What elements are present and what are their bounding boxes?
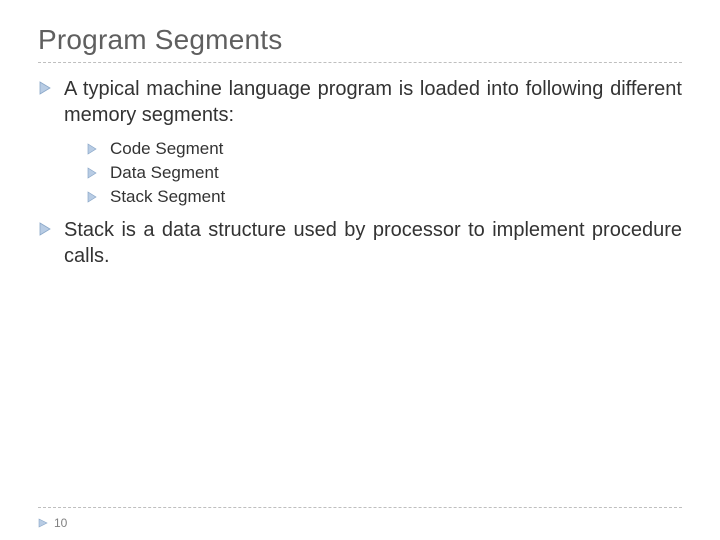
list-item: Data Segment <box>86 162 682 184</box>
bullet-text: Stack is a data structure used by proces… <box>64 218 682 269</box>
bullet-text: A typical machine language program is lo… <box>64 77 682 128</box>
sub-list: Code Segment Data Segment <box>64 138 682 208</box>
bullet-text: Code Segment <box>110 138 682 160</box>
slide-title: Program Segments <box>38 24 682 56</box>
bullet-list: A typical machine language program is lo… <box>38 77 682 270</box>
bullet-text: Stack Segment <box>110 186 682 208</box>
play-icon <box>86 188 102 206</box>
list-item: A typical machine language program is lo… <box>38 77 682 208</box>
play-icon <box>86 140 102 158</box>
slide: Program Segments A typical machine langu… <box>0 0 720 540</box>
play-icon <box>38 517 48 529</box>
play-icon <box>38 218 56 240</box>
page-number-region: 10 <box>38 516 67 530</box>
page-number: 10 <box>54 516 67 530</box>
footer-divider <box>38 507 682 508</box>
list-item: Stack is a data structure used by proces… <box>38 218 682 269</box>
title-divider <box>38 62 682 63</box>
list-item: Code Segment <box>86 138 682 160</box>
play-icon <box>38 77 56 99</box>
play-icon <box>86 164 102 182</box>
bullet-text: Data Segment <box>110 162 682 184</box>
list-item: Stack Segment <box>86 186 682 208</box>
